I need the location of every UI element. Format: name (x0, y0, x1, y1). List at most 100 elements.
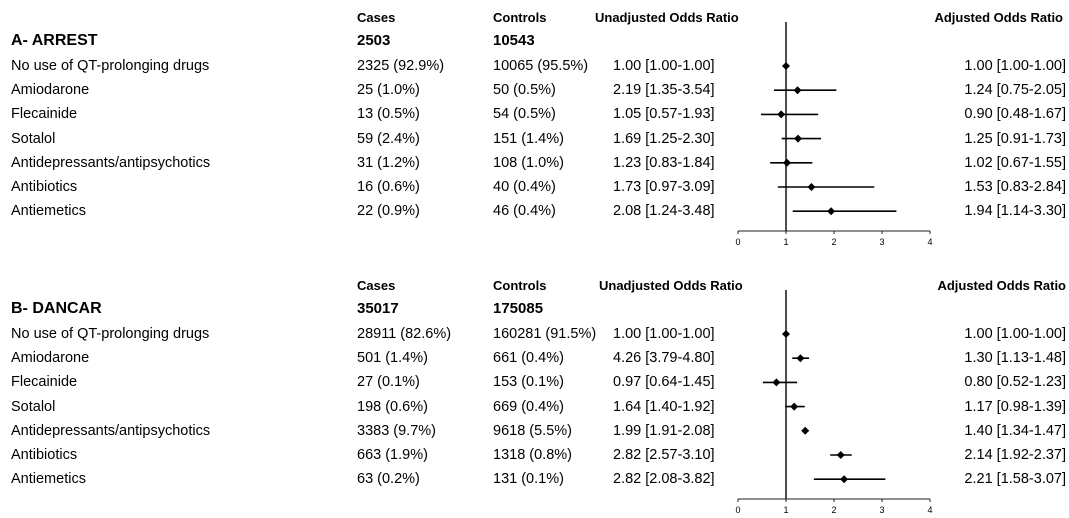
adjusted-or-value: 1.00 [1.00-1.00] (964, 58, 1066, 74)
row-label: Antiemetics (11, 471, 86, 488)
adjusted-or-value: 0.80 [0.52-1.23] (964, 374, 1066, 391)
table-row: Flecainide 27 (0.1%) 153 (0.1%) 0.97 [0.64-… (0, 371, 1069, 393)
adjusted-or-value: 1.24 [0.75-2.05] (964, 82, 1066, 99)
cases-value: 198 (0.6%) (357, 398, 428, 415)
header-adjusted: Adjusted Odds Ratio (934, 10, 1063, 25)
table-row: Flecainide 13 (0.5%) 54 (0.5%) 1.05 [0.57-1… (0, 103, 1069, 125)
row-label: Amiodarone (11, 82, 90, 99)
or-point (793, 86, 802, 95)
controls-value: 54 (0.5%) (493, 106, 556, 123)
cases-value: 27 (0.1%) (357, 374, 420, 391)
or-point (772, 378, 781, 387)
unadjusted-or-value: 2.82 [2.57-3.10] (613, 447, 715, 463)
row-label: Flecainide (11, 374, 78, 391)
cases-value: 2325 (92.9%) (357, 58, 445, 74)
table-row: Antiemetics 63 (0.2%) 131 (0.1%) 2.82 [2.08… (0, 468, 1069, 490)
or-point (794, 134, 802, 143)
adjusted-or-value: 2.21 [1.58-3.07] (964, 471, 1066, 488)
table-row: Sotalol 198 (0.6%) 669 (0.4%) 1.64 [1.40-1.… (0, 396, 1069, 418)
header-unadjusted: Unadjusted Odds Ratio (595, 10, 739, 25)
header-cases: Cases (357, 278, 396, 293)
header-controls: Controls (493, 10, 547, 25)
header-adjusted: Adjusted Odds Ratio (937, 278, 1066, 293)
forest-plot-svg: 0 1 2 3 4 (735, 290, 933, 515)
unadjusted-or-value: 1.00 [1.00-1.00] (613, 58, 715, 74)
row-label: No use of QT-prolonging drugs (11, 326, 210, 342)
adjusted-or-value: 1.40 [1.34-1.47] (964, 422, 1066, 439)
table-row: Antidepressants/antipsychotics 31 (1.2%) 1… (0, 152, 1069, 174)
controls-value: 46 (0.4%) (493, 203, 556, 220)
table-row: Antiemetics 22 (0.9%) 46 (0.4%) 2.08 [1.24-… (0, 200, 1069, 222)
table-row: Antibiotics 16 (0.6%) 40 (0.4%) 1.73 [0.97-… (0, 176, 1069, 198)
total-controls: 175085 (493, 300, 544, 317)
unadjusted-or-value: 4.26 [3.79-4.80] (613, 350, 715, 367)
x-tick-label: 4 (927, 505, 932, 515)
cases-value: 63 (0.2%) (357, 471, 420, 488)
unadjusted-or-value: 1.69 [1.25-2.30] (613, 130, 715, 147)
row-label: No use of QT-prolonging drugs (11, 58, 210, 74)
table-row: No use of QT-prolonging drugs 2325 (92.9%… (0, 55, 1069, 77)
controls-value: 9618 (5.5%) (493, 422, 572, 439)
cases-value: 16 (0.6%) (357, 179, 420, 195)
forest-plot-arrest: Cases Controls Unadjusted Odds Ratio Adj… (0, 0, 1069, 250)
row-label: Sotalol (11, 130, 56, 147)
x-tick-label: 0 (735, 505, 740, 515)
unadjusted-or-value: 0.97 [0.64-1.45] (613, 374, 715, 391)
or-point (790, 402, 799, 411)
x-tick-label: 1 (783, 237, 788, 247)
forest-plot-dancar: Cases Controls Unadjusted Odds Ratio Adj… (0, 268, 1069, 518)
or-point (796, 354, 805, 363)
cases-value: 22 (0.9%) (357, 203, 420, 220)
controls-value: 153 (0.1%) (493, 374, 564, 391)
unadjusted-or-value: 1.64 [1.40-1.92] (613, 398, 715, 415)
controls-value: 160281 (91.5%) (493, 326, 597, 342)
row-label: Sotalol (11, 398, 56, 415)
unadjusted-or-value: 1.73 [0.97-3.09] (613, 179, 715, 195)
table-row: Amiodarone 501 (1.4%) 661 (0.4%) 4.26 [3.79… (0, 347, 1069, 369)
controls-value: 661 (0.4%) (493, 350, 564, 367)
header-unadjusted: Unadjusted Odds Ratio (599, 278, 743, 293)
or-point (801, 426, 810, 435)
panel-title: B- DANCAR (11, 300, 102, 317)
or-point (782, 330, 790, 338)
table-row: Sotalol 59 (2.4%) 151 (1.4%) 1.69 [1.25-2.3… (0, 128, 1069, 150)
table-row: Amiodarone 25 (1.0%) 50 (0.5%) 2.19 [1.35-3… (0, 79, 1069, 101)
or-point (840, 475, 849, 484)
unadjusted-or-value: 1.99 [1.91-2.08] (613, 422, 715, 439)
x-tick-label: 2 (831, 505, 836, 515)
x-tick-label: 3 (879, 505, 884, 515)
cases-value: 501 (1.4%) (357, 350, 428, 367)
x-tick-label: 1 (783, 505, 788, 515)
controls-value: 1318 (0.8%) (493, 447, 572, 463)
cases-value: 663 (1.9%) (357, 447, 428, 463)
total-cases: 2503 (357, 32, 391, 49)
row-label: Antidepressants/antipsychotics (11, 422, 211, 439)
adjusted-or-value: 1.00 [1.00-1.00] (964, 326, 1066, 342)
unadjusted-or-value: 2.08 [1.24-3.48] (613, 203, 715, 220)
unadjusted-or-value: 1.23 [0.83-1.84] (613, 154, 715, 171)
adjusted-or-value: 1.25 [0.91-1.73] (964, 130, 1066, 147)
unadjusted-or-value: 2.19 [1.35-3.54] (613, 82, 715, 99)
controls-value: 151 (1.4%) (493, 130, 564, 147)
unadjusted-or-value: 1.00 [1.00-1.00] (613, 326, 715, 342)
row-label: Antiemetics (11, 203, 86, 220)
row-label: Amiodarone (11, 350, 90, 367)
controls-value: 108 (1.0%) (493, 154, 564, 171)
total-cases: 35017 (357, 300, 399, 317)
x-tick-label: 3 (879, 237, 884, 247)
table-row: Antibiotics 663 (1.9%) 1318 (0.8%) 2.82 [2.… (0, 444, 1069, 466)
adjusted-or-value: 1.02 [0.67-1.55] (964, 154, 1066, 171)
cases-value: 28911 (82.6%) (357, 326, 452, 342)
controls-value: 131 (0.1%) (493, 471, 564, 488)
cases-value: 25 (1.0%) (357, 82, 420, 99)
header-controls: Controls (493, 278, 547, 293)
controls-value: 669 (0.4%) (493, 398, 564, 415)
adjusted-or-value: 1.30 [1.13-1.48] (964, 350, 1066, 367)
unadjusted-or-value: 1.05 [0.57-1.93] (613, 106, 715, 123)
unadjusted-or-value: 2.82 [2.08-3.82] (613, 471, 715, 488)
x-tick-label: 4 (927, 237, 932, 247)
table-row: No use of QT-prolonging drugs 28911 (82.6… (0, 323, 1069, 345)
or-point (807, 183, 816, 191)
row-label: Flecainide (11, 106, 78, 123)
row-label: Antibiotics (11, 179, 78, 195)
